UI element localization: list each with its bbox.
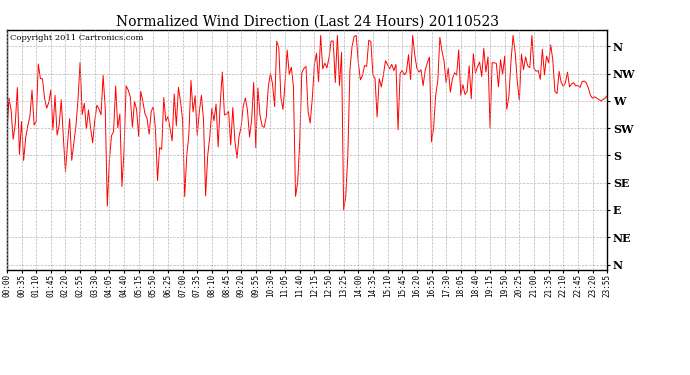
- Title: Normalized Wind Direction (Last 24 Hours) 20110523: Normalized Wind Direction (Last 24 Hours…: [115, 15, 499, 29]
- Text: Copyright 2011 Cartronics.com: Copyright 2011 Cartronics.com: [10, 34, 144, 42]
